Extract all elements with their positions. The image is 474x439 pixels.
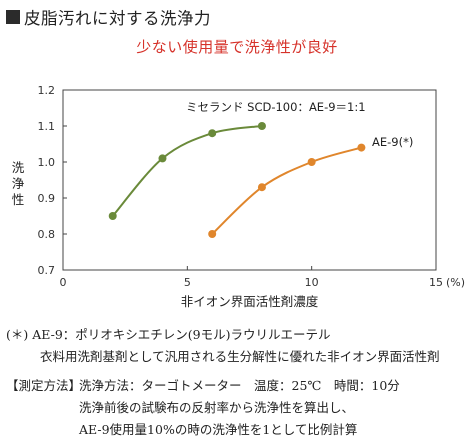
series-2-point <box>307 158 316 166</box>
method-line-1: 洗浄方法：ターゴトメーター 温度：25℃ 時間：10分 <box>79 378 400 393</box>
y-tick-label: 0.8 <box>38 228 56 241</box>
method-line-2: 洗浄前後の試験布の反射率から洗浄性を算出し、 <box>79 400 355 415</box>
x-tick-label: 15 <box>429 276 443 289</box>
black-square-icon <box>6 10 20 24</box>
x-tick-label: 10 <box>305 276 319 289</box>
x-tick-label: 5 <box>184 276 191 289</box>
y-tick-label: 1.1 <box>38 120 56 133</box>
series-1-point <box>208 129 217 138</box>
series-1-point <box>158 154 167 163</box>
y-tick-label: 1.0 <box>38 156 56 169</box>
y-axis-label: 洗浄性 <box>12 160 25 207</box>
series-line-1 <box>111 125 263 217</box>
series-2-point <box>208 230 217 238</box>
method-label: 【測定方法】 <box>6 378 82 393</box>
x-axis-label: 非イオン界面活性剤濃度 <box>181 294 319 309</box>
series-line-2 <box>211 146 362 235</box>
y-tick-label: 0.9 <box>38 192 56 205</box>
heading-text: 皮脂汚れに対する洗浄力 <box>24 9 211 28</box>
series-label-2: AE-9(*) <box>372 135 413 149</box>
chart-title: 少ない使用量で洗浄性が良好 <box>136 38 338 56</box>
x-tick-label: 0 <box>60 276 67 289</box>
x-unit-label: (%) <box>446 276 465 289</box>
footnote-line-1: (＊) AE-9：ポリオキシエチレン(9モル)ラウリルエーテル <box>6 327 331 342</box>
series-2-point <box>257 183 266 192</box>
y-tick-label: 1.2 <box>38 84 56 97</box>
series-1-point <box>257 122 266 130</box>
plot-frame <box>62 89 437 271</box>
series-2-point <box>357 143 366 152</box>
cleaning-performance-chart: 0.7 0.8 0.9 1.0 1.1 1.2 0 5 10 15 (%) 非イオン界面活性剤濃度 洗浄… <box>12 84 465 309</box>
footnote-line-2: 衣料用洗剤基剤として汎用される生分解性に優れた非イオン界面活性剤 <box>40 349 440 364</box>
method-line-3: AE-9使用量10%の時の洗浄性を1として比例計算 <box>79 422 358 437</box>
series-label-1: ミセランド SCD-100：AE-9＝1:1 <box>186 100 366 114</box>
section-heading: 皮脂汚れに対する洗浄力 <box>6 6 211 28</box>
series-1-point <box>108 212 117 220</box>
y-tick-label: 0.7 <box>38 264 56 277</box>
